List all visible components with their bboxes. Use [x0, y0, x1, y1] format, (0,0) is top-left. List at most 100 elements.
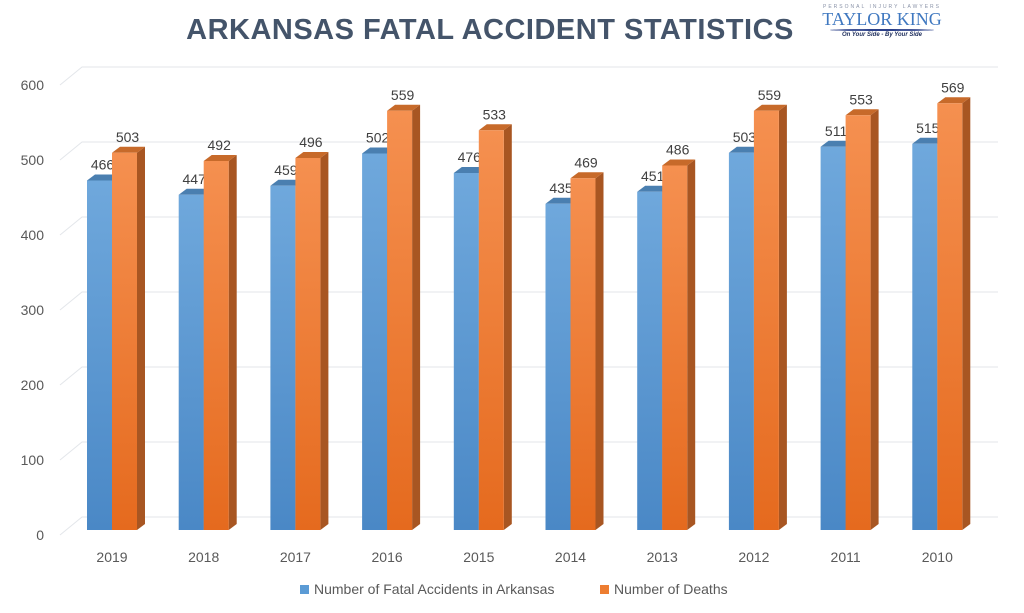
x-tick-label: 2017 — [280, 549, 311, 565]
taylor-king-logo: PERSONAL INJURY LAWYERS TAYLOR KING On Y… — [822, 4, 942, 48]
data-label: 447 — [183, 171, 207, 187]
bar-top — [112, 146, 145, 153]
logo-tagline: On Your Side - By Your Side — [841, 32, 922, 38]
data-label: 503 — [733, 129, 757, 145]
bar-side — [778, 104, 787, 530]
x-tick-label: 2018 — [188, 549, 219, 565]
bar-top — [203, 155, 237, 161]
y-tick-label: 500 — [21, 152, 45, 168]
bar-side — [595, 172, 604, 530]
data-label: 492 — [208, 137, 232, 153]
y-tick-label: 200 — [21, 377, 45, 393]
bar-top — [478, 124, 512, 131]
chart-title: ARKANSAS FATAL ACCIDENT STATISTICS — [186, 14, 794, 46]
legend-label: Number of Fatal Accidents in Arkansas — [314, 581, 554, 597]
bar-side — [228, 155, 237, 530]
data-label: 486 — [666, 142, 690, 158]
data-label: 476 — [458, 149, 482, 165]
data-label: 559 — [758, 87, 782, 103]
x-tick-label: 2015 — [463, 549, 494, 565]
bar — [178, 194, 204, 530]
bar — [545, 203, 571, 530]
bar-side — [870, 109, 879, 530]
logo-subtitle: PERSONAL INJURY LAWYERS — [823, 4, 941, 10]
bar — [637, 191, 663, 530]
x-tick-label: 2010 — [922, 549, 953, 565]
bar — [937, 103, 963, 530]
bar-side — [320, 152, 329, 530]
bar-top — [453, 167, 487, 173]
bar — [820, 146, 846, 530]
bar — [387, 110, 413, 530]
gridline — [59, 66, 998, 86]
bar — [453, 173, 479, 530]
data-label: 459 — [274, 162, 298, 178]
bar — [478, 130, 504, 530]
bar-top — [728, 146, 762, 153]
bar — [112, 152, 137, 530]
bar-top — [295, 152, 329, 158]
x-tick-label: 2016 — [372, 549, 403, 565]
bar-top — [545, 197, 579, 204]
x-tick-label: 2012 — [738, 549, 769, 565]
bar — [295, 158, 321, 530]
data-label: 515 — [916, 120, 940, 136]
bar-side — [687, 159, 696, 530]
data-label: 503 — [116, 129, 140, 145]
bar-top — [912, 137, 946, 144]
bar-side — [412, 104, 421, 530]
bar — [845, 115, 871, 530]
bar-top — [662, 159, 696, 166]
bar-top — [87, 174, 120, 181]
bar — [662, 165, 688, 530]
bar-top — [937, 97, 971, 104]
data-label: 502 — [366, 130, 390, 146]
bar — [203, 161, 229, 530]
bar — [753, 110, 779, 530]
bar — [728, 152, 754, 530]
legend-swatch — [600, 585, 609, 594]
bar-side — [962, 97, 971, 530]
x-tick-label: 2014 — [555, 549, 586, 565]
data-label: 496 — [299, 134, 323, 150]
legend-swatch — [300, 585, 309, 594]
bar-top — [387, 104, 421, 111]
data-label: 511 — [825, 123, 848, 139]
bar-top — [637, 185, 671, 192]
y-tick-label: 400 — [21, 227, 45, 243]
x-tick-label: 2013 — [647, 549, 678, 565]
data-label: 451 — [641, 168, 665, 184]
data-label: 435 — [549, 180, 573, 196]
bar — [912, 143, 938, 530]
bar-side — [503, 124, 512, 530]
bar-top — [570, 172, 604, 179]
y-tick-label: 100 — [21, 452, 45, 468]
bar — [570, 178, 596, 530]
logo-swoosh — [830, 29, 934, 31]
bar — [87, 180, 112, 530]
data-label: 469 — [574, 154, 598, 170]
gridline — [59, 141, 998, 161]
bar-top — [753, 104, 787, 111]
y-tick-label: 0 — [36, 527, 44, 543]
data-label: 553 — [849, 91, 873, 107]
x-tick-label: 2019 — [96, 549, 127, 565]
x-tick-label: 2011 — [831, 549, 861, 565]
y-tick-label: 300 — [21, 302, 45, 318]
bar — [270, 185, 296, 530]
bar-top — [362, 147, 396, 154]
bar-top — [178, 188, 212, 195]
bar — [362, 153, 388, 530]
data-label: 466 — [91, 157, 115, 173]
logo-name: TAYLOR KING — [822, 9, 942, 29]
bar-side — [137, 146, 145, 530]
data-label: 559 — [391, 87, 415, 103]
data-label: 569 — [941, 79, 965, 95]
data-label: 533 — [483, 106, 507, 122]
y-tick-label: 600 — [21, 77, 45, 93]
bar-top — [845, 109, 879, 116]
legend-label: Number of Deaths — [614, 581, 728, 597]
bar-top — [820, 140, 854, 147]
